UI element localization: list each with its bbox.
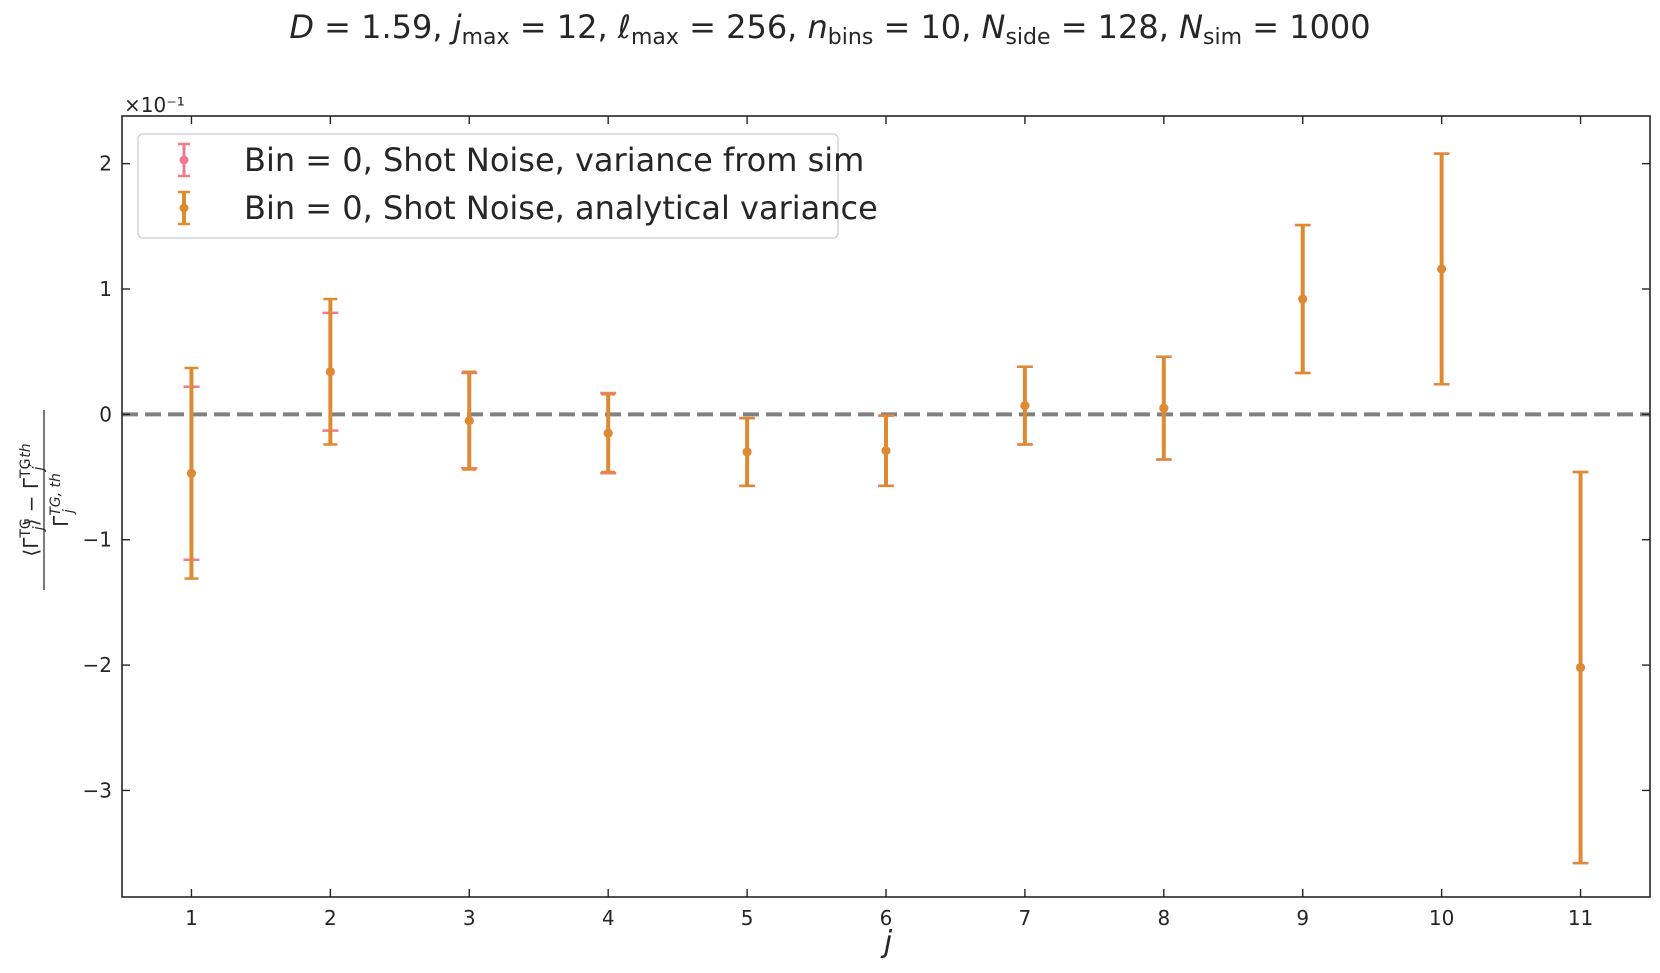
x-tick-label: 1 (185, 906, 198, 930)
y-tick-label: −1 (83, 528, 112, 552)
x-tick-label: 4 (602, 906, 615, 930)
data-point (464, 416, 474, 426)
chart-title-part: max (631, 25, 679, 50)
y-tick-label: −3 (83, 778, 112, 802)
chart-title-part: side (1005, 25, 1050, 50)
y-axis-label-part: j (31, 467, 47, 473)
y-axis-label: ⟨ΓTGj⟩ − ΓTGj, th ΓTG, thj (18, 410, 77, 590)
chart-title-part: N (982, 8, 1006, 46)
x-tick-label: 2 (324, 906, 337, 930)
series-2 (184, 152, 1588, 865)
data-point (325, 367, 335, 377)
x-tick-label: 9 (1296, 906, 1309, 930)
data-point (742, 447, 752, 457)
y-axis-label-part: j (31, 526, 47, 532)
chart-title: D = 1.59, jmax = 12, ℓmax = 256, nbins =… (289, 8, 1370, 50)
series-layer (183, 152, 1589, 865)
y-tick-label: −2 (83, 653, 112, 677)
y-tick-label: 1 (99, 277, 112, 301)
y-axis-label-part: TG, th (48, 473, 64, 516)
chart-title-part: = 256, (679, 8, 808, 46)
chart-title-part: max (462, 25, 510, 50)
x-tick-label: 7 (1019, 906, 1032, 930)
chart-title-part: = 1000 (1242, 8, 1371, 46)
x-ticks-layer: 1 2 3 4 5 6 7 8 9 10 11 (185, 116, 1593, 930)
y-tick-label: 2 (99, 152, 112, 176)
data-point (1298, 294, 1308, 304)
legend-label: Bin = 0, Shot Noise, variance from sim (244, 141, 864, 179)
y-axis-label-numerator: ⟨ΓTGj⟩ − ΓTGj, th (18, 443, 47, 556)
chart-title-part: = 12, (510, 8, 618, 46)
x-tick-label: 3 (463, 906, 476, 930)
x-tick-label: 5 (741, 906, 754, 930)
data-point (1576, 663, 1586, 673)
y-axis-label-part: ⟩ − Γ (19, 477, 43, 526)
y-axis-label-part: j (61, 509, 77, 515)
series-1 (183, 152, 1589, 865)
y-axis-label-part: Γ (49, 515, 73, 527)
chart-title-part: N (1179, 8, 1203, 46)
x-axis-label: j (880, 925, 893, 960)
chart-title-part: = 128, (1051, 8, 1180, 46)
data-point (1159, 403, 1169, 413)
legend-marker-point (179, 203, 189, 213)
legend-box (137, 133, 839, 239)
chart-title-part: D (289, 8, 314, 46)
legend: Bin = 0, Shot Noise, variance from sim Bi… (137, 133, 878, 239)
legend-label: Bin = 0, Shot Noise, analytical variance (244, 189, 878, 227)
chart-title-part: sim (1203, 25, 1242, 50)
x-tick-label: 8 (1157, 906, 1170, 930)
y-axis-label-part: , th (18, 443, 34, 466)
y-axis-label-part: TG (18, 518, 34, 538)
y-axis-label-denominator: ΓTG, thj (48, 473, 77, 527)
chart-title-part: j (449, 8, 462, 46)
x-tick-label: 6 (880, 906, 893, 930)
chart-title-part: bins (828, 25, 873, 50)
data-point (1437, 264, 1447, 274)
y-tick-label: 0 (99, 402, 112, 426)
legend-marker-point (179, 155, 189, 165)
x-tick-label: 11 (1568, 906, 1593, 930)
data-point (881, 446, 891, 456)
chart-title-part: n (808, 8, 828, 46)
y-axis-label-part: ⟨Γ (19, 537, 43, 557)
y-axis-label-part: TG (18, 459, 34, 479)
x-tick-label: 10 (1429, 906, 1454, 930)
data-point (186, 468, 196, 478)
y-axis-scale-label: ×10⁻¹ (124, 93, 185, 117)
data-point (603, 428, 613, 438)
chart-title-part: = 10, (873, 8, 981, 46)
chart-title-part: = 1.59, (314, 8, 453, 46)
chart-title-part: ℓ (617, 8, 631, 46)
data-point (1020, 401, 1030, 411)
y-ticks-layer: 2 1 0 −1 −2 −3 (83, 152, 1650, 802)
